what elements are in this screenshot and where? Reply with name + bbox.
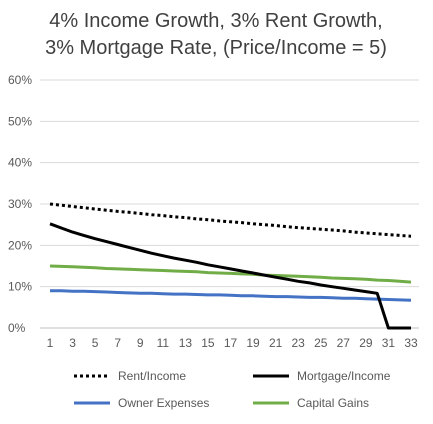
x-axis-ticks: 1 3 5 7 9 11 13 15 17 19 21 23 25 27 29 31 33 <box>47 336 418 350</box>
chart-title-line-2: 3% Mortgage Rate, (Price/Income = 5) <box>45 37 387 59</box>
x-tick-label: 15 <box>201 336 215 350</box>
series-line-mortgage-income <box>49 222 411 330</box>
x-tick-label: 29 <box>359 336 373 350</box>
x-tick-label: 3 <box>69 336 76 350</box>
x-tick-label: 23 <box>292 336 306 350</box>
y-tick-label: 10% <box>8 280 32 294</box>
legend-label: Capital Gains <box>297 396 369 410</box>
x-tick-label: 17 <box>224 336 238 350</box>
y-tick-label: 0% <box>8 321 26 335</box>
y-tick-label: 50% <box>8 114 32 128</box>
legend-label: Owner Expenses <box>118 396 209 410</box>
x-tick-label: 11 <box>157 336 170 350</box>
x-tick-label: 25 <box>314 336 328 350</box>
gridlines <box>40 79 419 329</box>
x-tick-label: 1 <box>47 336 54 350</box>
x-tick-label: 7 <box>114 336 121 350</box>
x-tick-label: 5 <box>92 336 99 350</box>
y-tick-label: 40% <box>8 156 32 170</box>
chart-title-line-1: 4% Income Growth, 3% Rent Growth, <box>49 10 382 32</box>
series-line-capital-gains <box>49 264 412 284</box>
series-line-owner-expenses <box>50 289 412 302</box>
x-tick-label: 31 <box>382 336 396 350</box>
legend: Rent/Income Mortgage/Income Owner Expenses… <box>74 369 391 410</box>
legend-label: Rent/Income <box>118 369 186 383</box>
x-tick-label: 21 <box>269 336 283 350</box>
series-lines <box>49 202 412 330</box>
x-tick-label: 33 <box>404 336 418 350</box>
y-tick-label: 60% <box>8 73 32 87</box>
legend-label: Mortgage/Income <box>297 369 391 383</box>
y-tick-label: 30% <box>8 197 32 211</box>
y-axis-ticks: 0% 10% 20% 30% 40% 50% 60% <box>8 73 32 335</box>
series-line-rent-income <box>49 202 412 238</box>
y-tick-label: 20% <box>8 238 32 252</box>
x-tick-label: 27 <box>337 336 351 350</box>
x-tick-label: 19 <box>246 336 260 350</box>
x-tick-label: 13 <box>179 336 193 350</box>
x-tick-label: 9 <box>137 336 144 350</box>
